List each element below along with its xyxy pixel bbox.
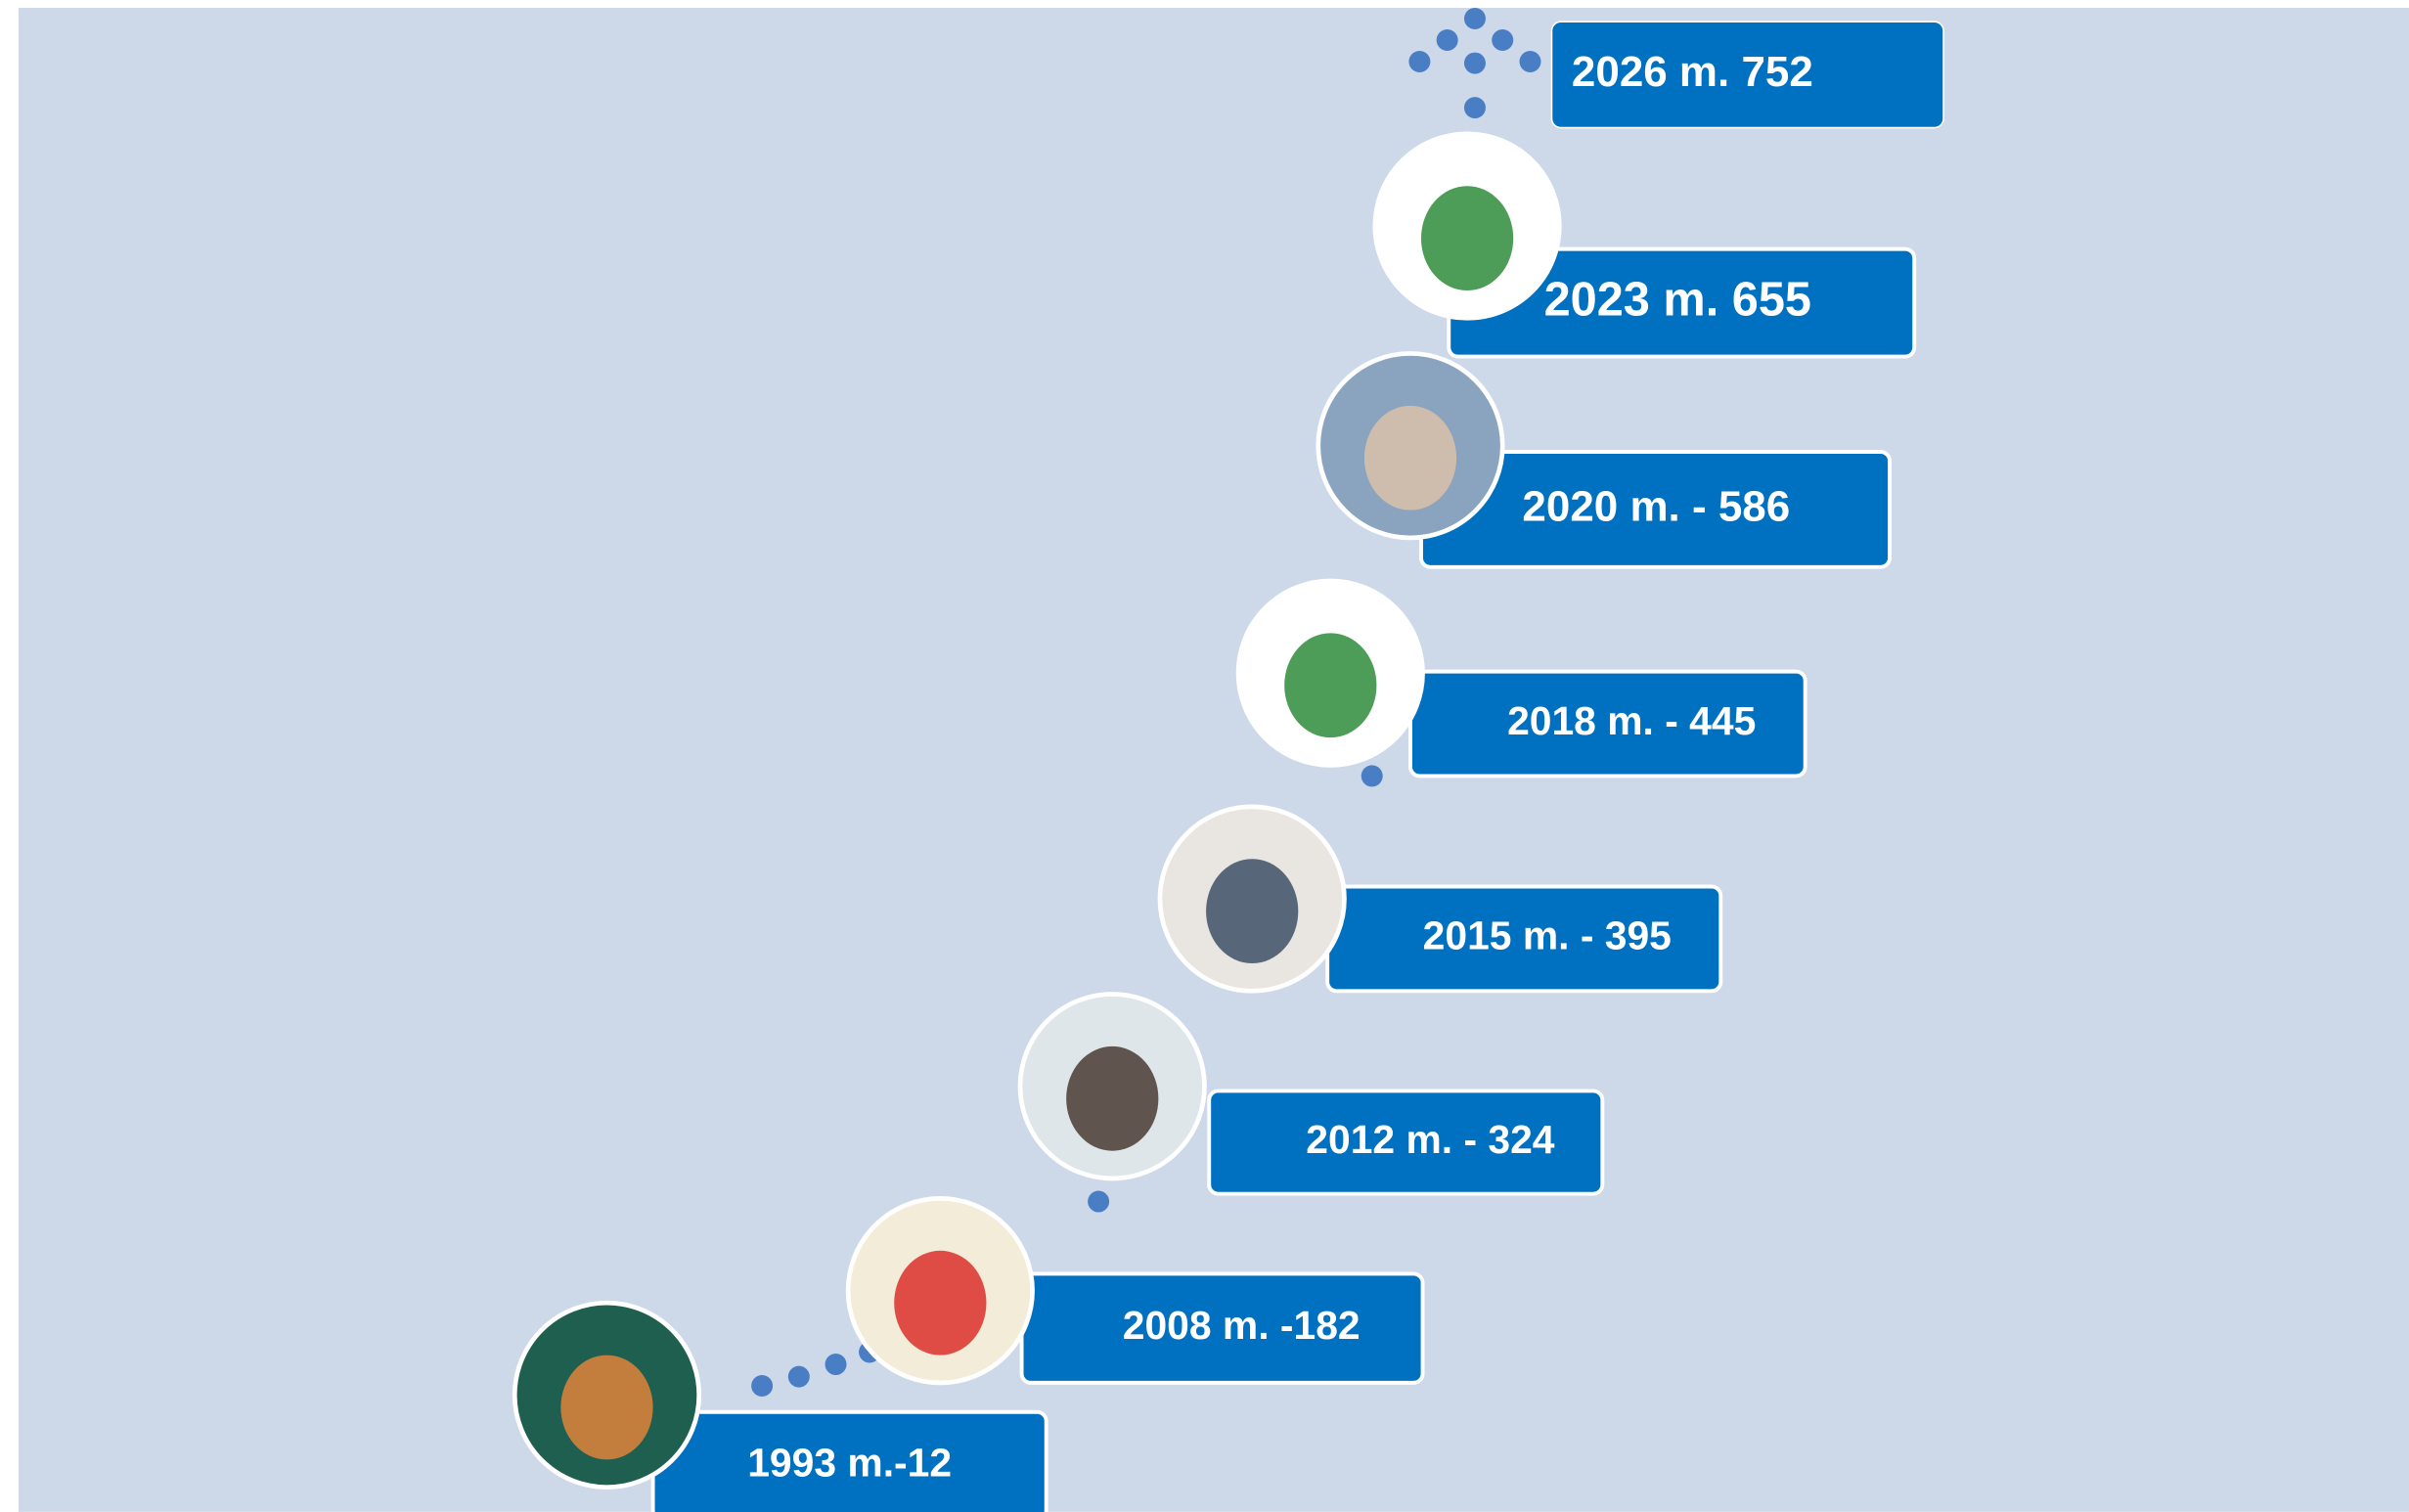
- photo-detail: [1066, 1045, 1159, 1151]
- label-text: 2020 m. - 586: [1522, 483, 1790, 531]
- label-text: 2015 m. - 395: [1423, 913, 1672, 958]
- label-box: [1207, 1089, 1605, 1196]
- photo-detail: [1284, 633, 1377, 738]
- label-box: [1408, 669, 1807, 778]
- label-text: 2008 m. -182: [1123, 1303, 1361, 1348]
- label-text: 2023 m. 655: [1544, 273, 1811, 326]
- label-text: 1993 m.-12: [747, 1440, 952, 1485]
- photo-detail: [560, 1355, 653, 1460]
- background: [18, 8, 2409, 1512]
- photo-detail: [1363, 405, 1457, 511]
- label-text: 2018 m. - 445: [1507, 698, 1756, 743]
- photo-detail: [1206, 859, 1299, 964]
- photo-detail: [894, 1250, 987, 1356]
- photo-detail: [1420, 186, 1514, 291]
- label-box: [1550, 21, 1944, 129]
- label-text: 2026 m. 752: [1572, 48, 1813, 96]
- label-text: 2012 m. - 324: [1306, 1117, 1555, 1162]
- items: 2026 m. 752 2023 m. 655 2020 m. - 586 2018 …: [512, 21, 1944, 1512]
